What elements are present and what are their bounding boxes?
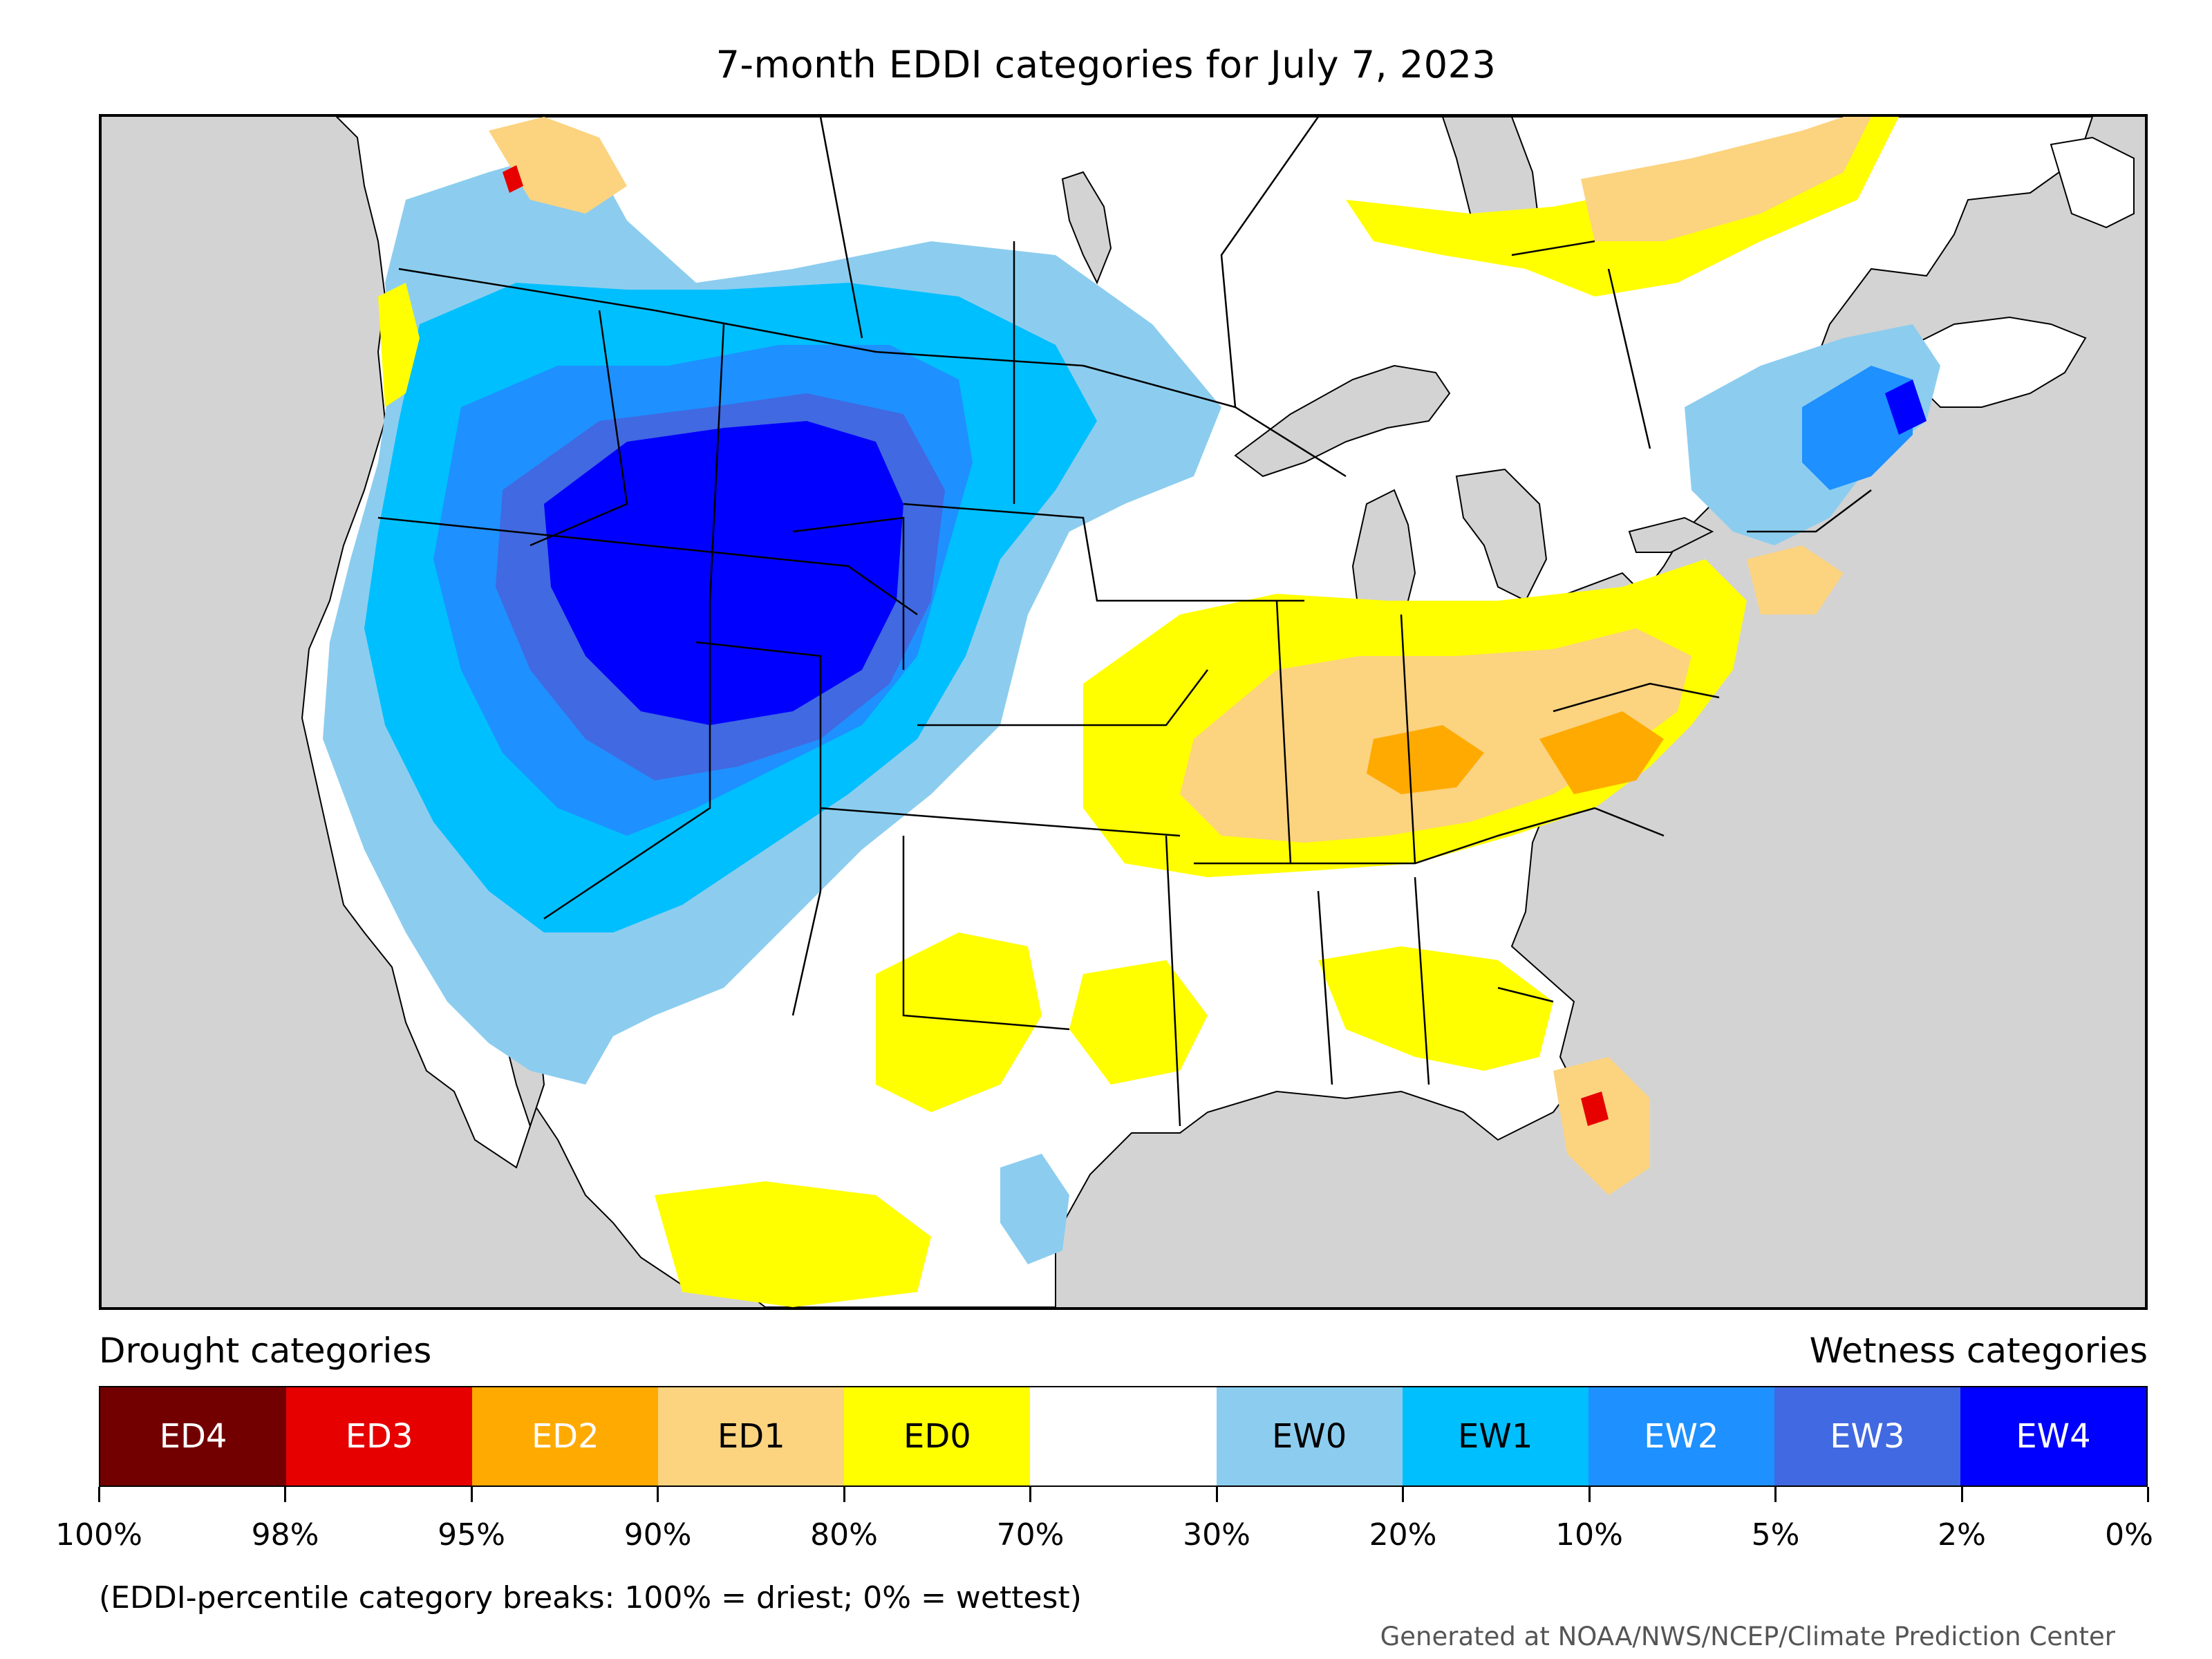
category-breaks-note: (EDDI-percentile category breaks: 100% =… xyxy=(99,1580,1082,1615)
colorbar-tick xyxy=(843,1487,845,1502)
land-newfoundland xyxy=(2050,136,2135,229)
tick-label: 100% xyxy=(55,1517,142,1553)
land-maritimes xyxy=(1912,316,2087,408)
region-ed0-mexico xyxy=(655,1181,931,1307)
category-ed0: ED0 xyxy=(844,1387,1031,1485)
category-label: EW3 xyxy=(1830,1417,1905,1456)
tick-label: 2% xyxy=(1938,1517,1986,1553)
tick-label: 30% xyxy=(1183,1517,1250,1553)
region-ed3-bc xyxy=(503,165,523,193)
colorbar-tick xyxy=(1029,1487,1032,1502)
colorbar-tick xyxy=(1588,1487,1591,1502)
region-ew4-maine xyxy=(1885,379,1927,435)
region-ed2-ohio xyxy=(1539,711,1664,794)
region-ew2-northeast xyxy=(1802,366,1913,490)
category-ed4: ED4 xyxy=(100,1387,287,1485)
category-label: EW1 xyxy=(1458,1417,1533,1456)
category-ew3: EW3 xyxy=(1774,1387,1960,1485)
tick-label: 98% xyxy=(251,1517,319,1553)
region-ew4-west xyxy=(544,421,903,725)
category-label: ED0 xyxy=(903,1417,971,1456)
category-label: ED2 xyxy=(531,1417,599,1456)
tick-label: 10% xyxy=(1555,1517,1623,1553)
colorbar-tick xyxy=(2147,1487,2149,1502)
eddi-map xyxy=(99,114,2148,1310)
category-ed2: ED2 xyxy=(472,1387,659,1485)
colorbar-tick xyxy=(470,1487,473,1502)
colorbar-tick xyxy=(657,1487,659,1502)
tick-label: 80% xyxy=(810,1517,878,1553)
region-ed1-northeast xyxy=(1747,545,1844,615)
category-label: EW2 xyxy=(1644,1417,1719,1456)
category-ew2: EW2 xyxy=(1588,1387,1774,1485)
tick-label: 95% xyxy=(438,1517,505,1553)
tick-label: 5% xyxy=(1751,1517,1800,1553)
category-label: ED3 xyxy=(345,1417,413,1456)
region-ed1-ontario xyxy=(1581,117,1871,241)
map-canvas xyxy=(301,117,2135,1307)
lake-winnipeg xyxy=(1061,171,1112,285)
wetness-categories-title: Wetness categories xyxy=(1809,1331,2148,1371)
colorbar-tick xyxy=(1960,1487,1963,1502)
drought-categories-title: Drought categories xyxy=(99,1331,432,1371)
tick-label: 20% xyxy=(1369,1517,1437,1553)
category-normal xyxy=(1030,1387,1217,1485)
tick-label: 90% xyxy=(624,1517,692,1553)
colorbar-tick xyxy=(1402,1487,1405,1502)
colorbar-tick xyxy=(1215,1487,1218,1502)
colorbar-tick xyxy=(1774,1487,1777,1502)
region-ed3-florida xyxy=(1581,1091,1609,1126)
category-ew0: EW0 xyxy=(1216,1387,1403,1485)
category-label: EW4 xyxy=(2016,1417,2091,1456)
tick-label: 0% xyxy=(2105,1517,2153,1553)
category-ed1: ED1 xyxy=(658,1387,845,1485)
category-ew4: EW4 xyxy=(1960,1387,2147,1485)
credit-text: Generated at NOAA/NWS/NCEP/Climate Predi… xyxy=(1380,1622,2115,1651)
colorbar-tick xyxy=(284,1487,287,1502)
political-borders xyxy=(377,117,1872,1127)
category-ew1: EW1 xyxy=(1402,1387,1588,1485)
map-title: 7-month EDDI categories for July 7, 2023 xyxy=(715,43,1497,86)
region-ed0-southeast xyxy=(1318,946,1553,1071)
category-ed3: ED3 xyxy=(286,1387,473,1485)
category-colorbar: ED4 ED3 ED2 ED1 ED0 EW0 EW1 EW2 EW3 EW4 xyxy=(99,1386,2148,1487)
lake-superior xyxy=(1234,364,1451,478)
region-ed2-midwest xyxy=(1367,725,1484,794)
region-ed0-southwest xyxy=(876,932,1042,1112)
lake-ontario xyxy=(1628,516,1714,553)
colorbar-tick xyxy=(98,1487,100,1502)
colorbar-ticks xyxy=(98,1487,2149,1508)
category-label: ED4 xyxy=(159,1417,227,1456)
region-ed0-pacnw xyxy=(378,283,420,407)
region-ed1-florida xyxy=(1553,1057,1650,1195)
region-ed1-bc xyxy=(489,117,627,214)
category-label: ED1 xyxy=(717,1417,785,1456)
region-ew1-gulfbay xyxy=(1000,1154,1069,1264)
category-label: EW0 xyxy=(1271,1417,1347,1456)
tick-label: 70% xyxy=(996,1517,1065,1553)
